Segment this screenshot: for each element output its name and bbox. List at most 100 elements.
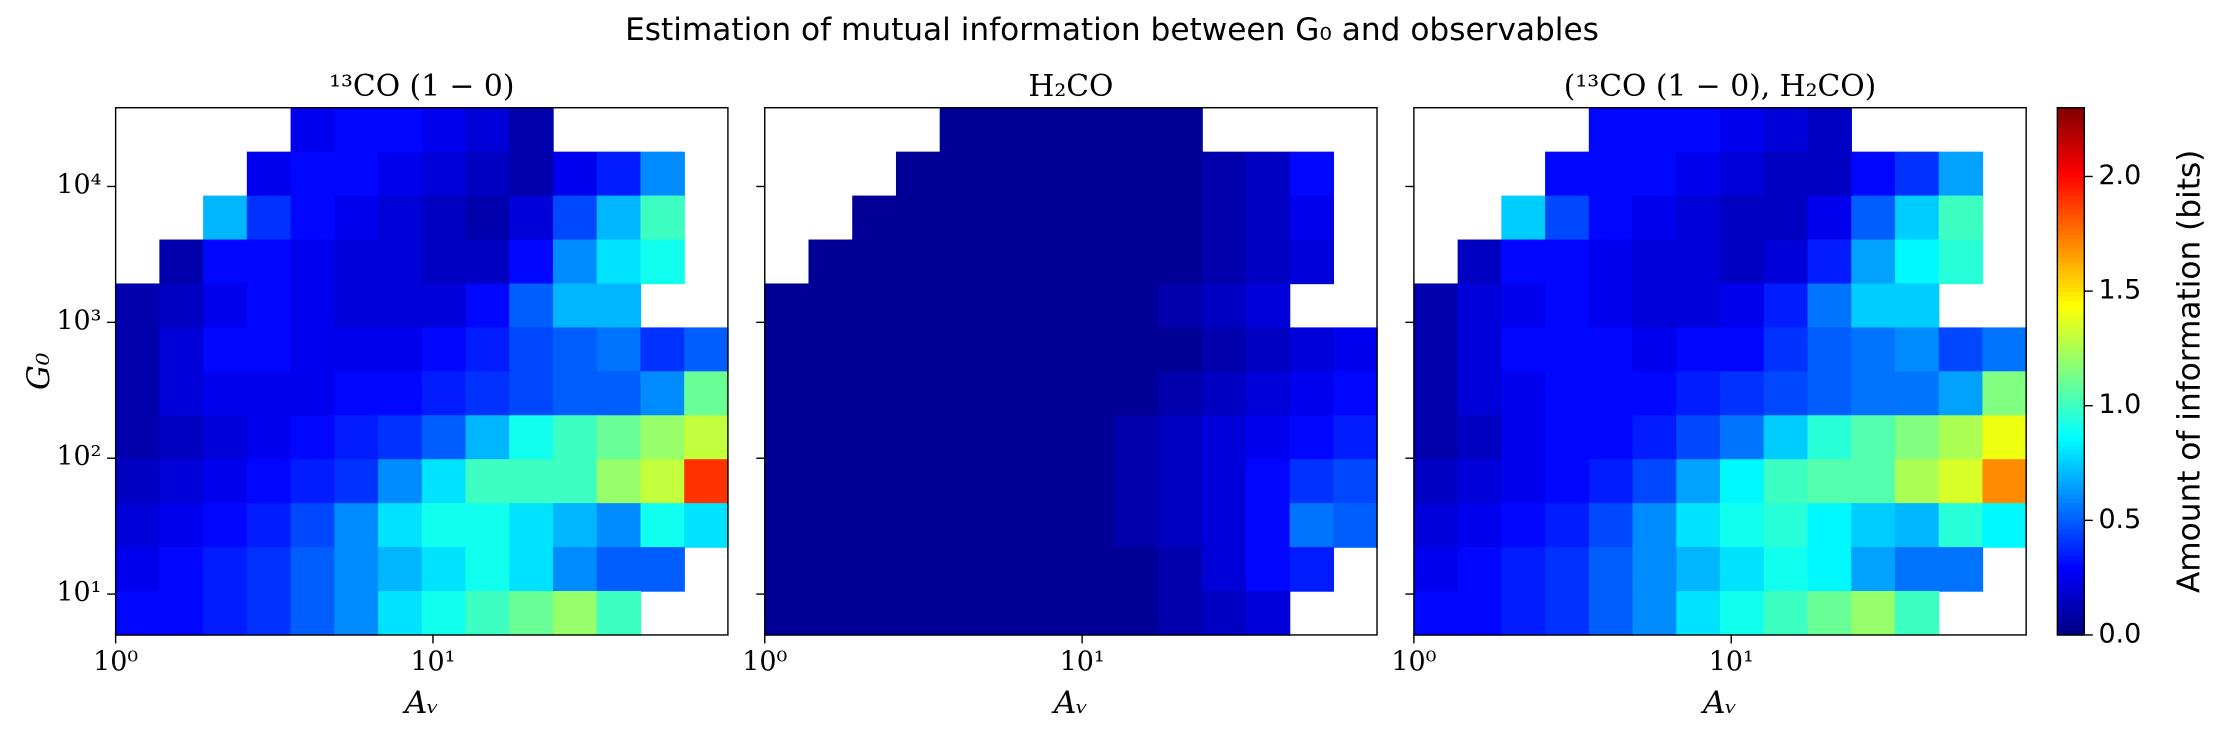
heatmap-cell <box>1807 107 1852 153</box>
colorbar-segment <box>2057 472 2085 478</box>
heatmap-cell <box>334 503 379 548</box>
heatmap-cell <box>1501 239 1546 285</box>
heatmap-cell <box>640 415 685 460</box>
colorbar-segment <box>2057 542 2085 548</box>
heatmap-cell <box>1938 547 1984 592</box>
heatmap-cell <box>1114 239 1160 285</box>
heatmap-cell <box>115 591 161 636</box>
heatmap-cell <box>808 547 853 592</box>
colorbar-segment <box>2057 261 2085 267</box>
heatmap-cell <box>421 371 467 416</box>
heatmap-cell <box>159 591 204 636</box>
colorbar-segment <box>2057 608 2085 614</box>
colorbar-segment <box>2057 424 2085 430</box>
heatmap-cell <box>1333 503 1378 548</box>
colorbar-segment <box>2057 538 2085 544</box>
heatmap-cell <box>421 459 467 504</box>
heatmap-cell <box>1632 151 1677 197</box>
colorbar-frame <box>2056 107 2085 636</box>
heatmap-cell <box>1938 327 1984 373</box>
colorbar-segment <box>2057 340 2085 346</box>
colorbar-segment <box>2057 318 2085 324</box>
heatmap-cell <box>1333 459 1378 504</box>
heatmap-cell <box>1632 415 1677 460</box>
heatmap-cell <box>764 415 810 460</box>
heatmap-cell <box>983 371 1028 416</box>
colorbar-segment <box>2057 112 2085 118</box>
heatmap-cell <box>1245 327 1291 373</box>
heatmap-cell <box>1289 415 1335 460</box>
heatmap-cell <box>552 503 598 548</box>
heatmap-cell <box>1158 459 1203 504</box>
heatmap-cell <box>764 547 810 592</box>
heatmap-cell <box>1894 415 1940 460</box>
colorbar-segment <box>2057 393 2085 399</box>
heatmap-cell <box>203 283 248 329</box>
heatmap-cell <box>421 503 467 548</box>
heatmap-cell <box>1894 283 1940 329</box>
heatmap-cell <box>764 503 810 548</box>
heatmap-cell <box>1676 107 1721 153</box>
heatmap-cell <box>939 283 985 329</box>
heatmap-cell <box>465 107 510 153</box>
heatmap-cell <box>1676 371 1721 416</box>
heatmap-cell <box>895 195 941 241</box>
heatmap-cell <box>1763 195 1809 241</box>
heatmap-cell <box>895 547 941 592</box>
colorbar-segment <box>2057 621 2085 627</box>
heatmap-cell <box>1158 547 1203 592</box>
colorbar-segment <box>2057 134 2085 140</box>
colorbar-tick-label: 0.5 <box>2098 504 2141 535</box>
heatmap-cell <box>1070 239 1116 285</box>
heatmap-cell <box>1632 195 1677 241</box>
heatmap-cell <box>764 591 810 636</box>
heatmap-cell <box>290 371 336 416</box>
heatmap-cell <box>290 327 336 373</box>
heatmap-cell <box>1158 415 1203 460</box>
heatmap-cell <box>808 239 853 285</box>
heatmap-cell <box>509 591 554 636</box>
colorbar-tick-label: 1.0 <box>2098 389 2141 420</box>
heatmap-cell <box>1114 547 1160 592</box>
plot-frame <box>764 107 1378 636</box>
heatmap-cell <box>1501 591 1546 636</box>
colorbar-segment <box>2057 331 2085 337</box>
colorbar-segment <box>2057 226 2085 232</box>
colorbar-segment <box>2057 498 2085 504</box>
heatmap-cell <box>1894 195 1940 241</box>
heatmap-cell <box>1807 327 1852 373</box>
heatmap-cell <box>1807 459 1852 504</box>
heatmap-cell <box>1851 371 1896 416</box>
heatmap-cell <box>378 415 423 460</box>
heatmap-cell <box>640 239 685 285</box>
heatmap-cell <box>1289 547 1335 592</box>
colorbar-segment <box>2057 116 2085 122</box>
heatmap-cell <box>1676 591 1721 636</box>
heatmap-cell <box>1763 415 1809 460</box>
heatmap-cell <box>1720 107 1765 153</box>
heatmap-cell <box>334 415 379 460</box>
heatmap-cell <box>1632 371 1677 416</box>
heatmap-cell <box>1763 239 1809 285</box>
heatmap-cell <box>159 415 204 460</box>
heatmap-cell <box>203 371 248 416</box>
heatmap-cell <box>1245 415 1291 460</box>
colorbar-segment <box>2057 481 2085 487</box>
heatmap-cell <box>115 415 161 460</box>
heatmap-cell <box>1982 371 2027 416</box>
colorbar-segment <box>2057 274 2085 280</box>
heatmap-cell <box>1413 459 1459 504</box>
heatmap-cell <box>895 591 941 636</box>
heatmap-cell <box>421 239 467 285</box>
heatmap-cell <box>334 459 379 504</box>
heatmap-cell <box>509 503 554 548</box>
heatmap-cell <box>1289 503 1335 548</box>
heatmap-cell <box>378 459 423 504</box>
heatmap-cell <box>203 239 248 285</box>
heatmap-cell <box>640 503 685 548</box>
heatmap-cell <box>1588 547 1634 592</box>
heatmap-cell <box>1938 371 1984 416</box>
heatmap-cell <box>983 195 1028 241</box>
heatmap-cell <box>246 327 292 373</box>
heatmap-cell <box>1245 459 1291 504</box>
